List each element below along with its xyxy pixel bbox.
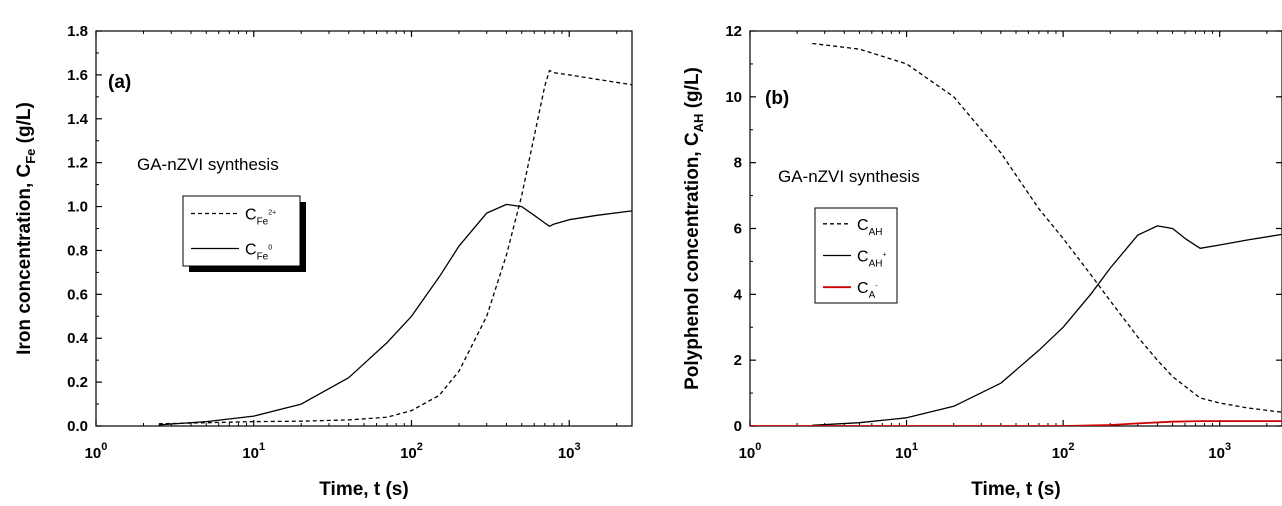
legend-label: CAH+: [857, 249, 887, 270]
series-line-a-2: [750, 420, 1282, 426]
y-tick-label: 0.4: [67, 330, 89, 347]
y-tick-label: 1.2: [67, 155, 88, 172]
x-axis-title: Time, t (s): [971, 479, 1060, 500]
y-axis-title: Iron concentration, CFe (g/L): [14, 102, 38, 355]
legend-label: CFe0: [245, 242, 272, 263]
legend: CFe2+ CFe0: [182, 195, 306, 272]
y-tick-label: 1.8: [67, 23, 88, 40]
legend-label: CFe2+: [245, 207, 276, 228]
panel-label: (a): [108, 72, 131, 93]
y-tick-label: 2: [734, 352, 742, 369]
x-axis-title: Time, t (s): [319, 479, 408, 500]
legend-label: CA-: [857, 280, 878, 301]
y-tick-label: 10: [725, 89, 742, 106]
x-tick-label: 101: [242, 441, 265, 462]
panel-label: (b): [765, 88, 789, 109]
y-tick-label: 8: [734, 155, 742, 172]
y-tick-label: 0.2: [67, 374, 88, 391]
x-tick-label: 101: [895, 441, 918, 462]
x-tick-label: 100: [85, 441, 108, 462]
series-line-ah-0: [812, 42, 1282, 413]
y-tick-label: 1.0: [67, 199, 88, 216]
plot-frame: [95, 30, 633, 427]
y-tick-label: 1.4: [67, 111, 89, 128]
chart-panel-a: 0.0 0.2 0.4 0.6 0.8 1.0 1.2 1.4 1.6 1.8 100 101 102 1…: [14, 23, 633, 500]
y-tick-label: 6: [734, 221, 742, 238]
series-line-fe0-1: [158, 203, 632, 426]
y-tick-label: 12: [725, 23, 742, 40]
legend-box: [182, 195, 301, 267]
x-tick-label: 102: [1052, 441, 1075, 462]
legend: CAH CAH+ CA-: [814, 207, 898, 304]
x-tick-label: 102: [400, 441, 423, 462]
x-tick-label: 100: [739, 441, 762, 462]
annotation-text: GA-nZVI synthesis: [778, 167, 920, 186]
y-tick-label: 0: [734, 418, 742, 435]
series-line-ah-1: [812, 225, 1282, 426]
x-tick-label: 103: [1208, 441, 1231, 462]
y-tick-label: 0.8: [67, 242, 88, 259]
y-axis-title: Polyphenol concentration, CAH (g/L): [682, 67, 706, 390]
legend-label: CAH: [857, 217, 882, 238]
y-tick-label: 0.0: [67, 418, 88, 435]
y-tick-label: 1.6: [67, 67, 88, 84]
series-line-fe2-0: [158, 69, 632, 425]
y-tick-label: 4: [734, 286, 743, 303]
y-tick-label: 0.6: [67, 286, 88, 303]
annotation-text: GA-nZVI synthesis: [137, 155, 279, 174]
x-tick-label: 103: [558, 441, 581, 462]
chart-panel-b: 0 2 4 6 8 10 12 100 101 102 103 Time, t (s) Polyphen…: [682, 23, 1282, 500]
